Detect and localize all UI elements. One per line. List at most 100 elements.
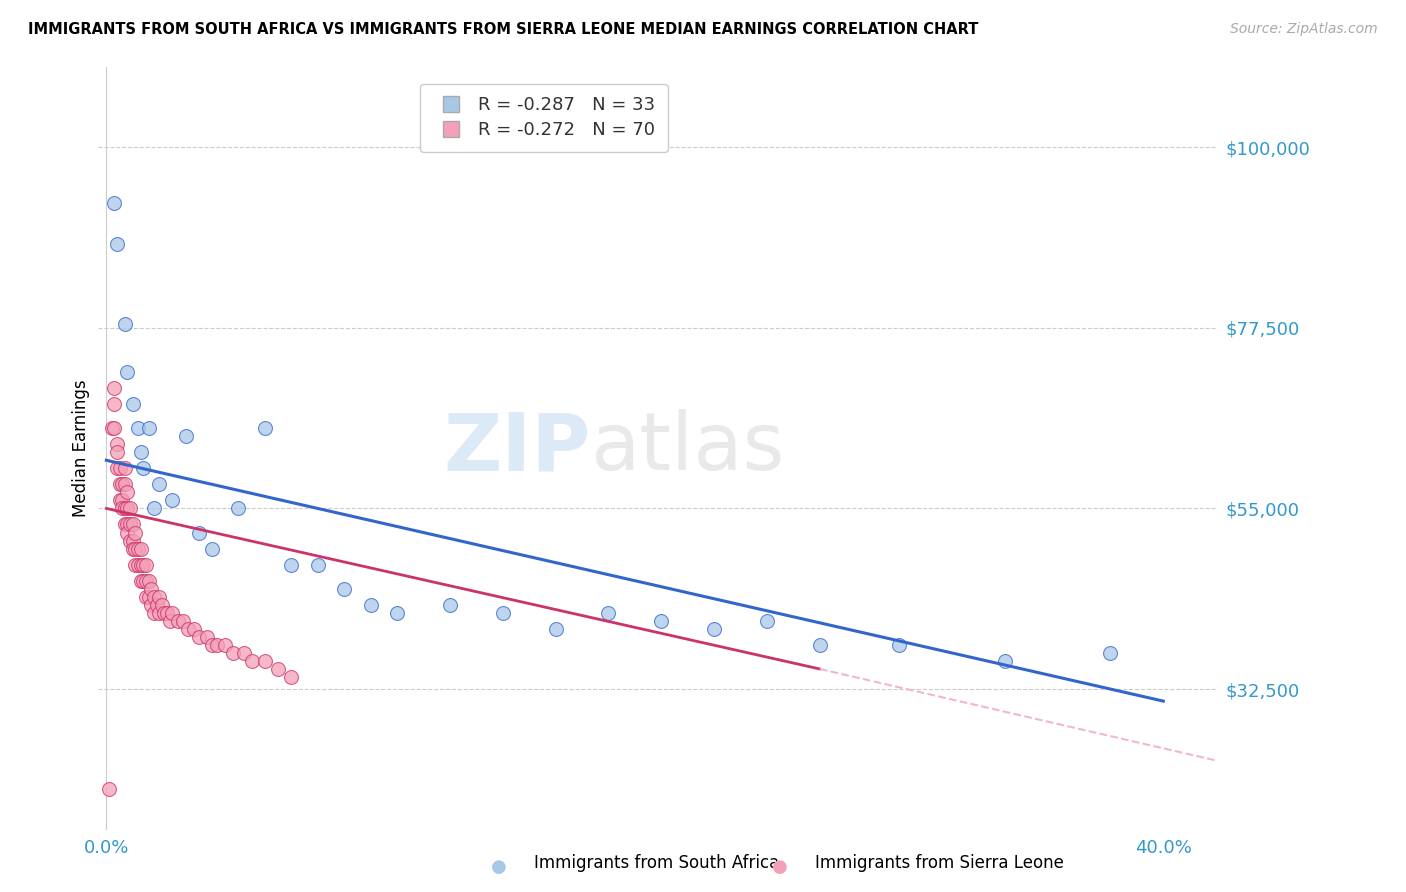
Point	[162, 493, 184, 508]
Point	[240, 654, 263, 668]
Text: ●: ●	[491, 858, 508, 876]
Point	[98, 782, 121, 797]
Point	[148, 477, 170, 491]
Point	[385, 606, 408, 620]
Legend: R = -0.287   N = 33, R = -0.272   N = 70: R = -0.287 N = 33, R = -0.272 N = 70	[420, 84, 668, 152]
Point	[117, 525, 139, 540]
Point	[127, 541, 149, 556]
Point	[142, 501, 165, 516]
Point	[492, 606, 515, 620]
Point	[135, 590, 157, 604]
Point	[650, 614, 672, 628]
Point	[108, 493, 131, 508]
Point	[156, 606, 179, 620]
Point	[138, 421, 160, 435]
Point	[114, 477, 136, 491]
Point	[183, 622, 205, 636]
Point	[253, 421, 276, 435]
Point	[132, 461, 155, 475]
Text: Immigrants from South Africa: Immigrants from South Africa	[534, 855, 779, 872]
Text: ●: ●	[772, 858, 789, 876]
Point	[121, 397, 143, 411]
Point	[174, 429, 197, 443]
Point	[177, 622, 200, 636]
Point	[117, 485, 139, 500]
Point	[207, 638, 229, 652]
Point	[141, 582, 163, 596]
Point	[114, 461, 136, 475]
Text: Source: ZipAtlas.com: Source: ZipAtlas.com	[1230, 22, 1378, 37]
Point	[114, 517, 136, 532]
Point	[111, 493, 134, 508]
Point	[148, 590, 170, 604]
Point	[105, 461, 128, 475]
Point	[166, 614, 188, 628]
Point	[111, 501, 134, 516]
Point	[307, 558, 329, 572]
Point	[129, 541, 152, 556]
Point	[887, 638, 910, 652]
Point	[280, 558, 302, 572]
Text: atlas: atlas	[591, 409, 785, 487]
Point	[103, 381, 125, 395]
Point	[267, 662, 290, 676]
Point	[135, 574, 157, 588]
Point	[111, 477, 134, 491]
Text: Immigrants from Sierra Leone: Immigrants from Sierra Leone	[815, 855, 1064, 872]
Point	[994, 654, 1017, 668]
Point	[132, 558, 155, 572]
Point	[253, 654, 276, 668]
Point	[138, 574, 160, 588]
Point	[360, 598, 382, 612]
Point	[138, 590, 160, 604]
Point	[150, 598, 173, 612]
Point	[103, 196, 125, 211]
Text: IMMIGRANTS FROM SOUTH AFRICA VS IMMIGRANTS FROM SIERRA LEONE MEDIAN EARNINGS COR: IMMIGRANTS FROM SOUTH AFRICA VS IMMIGRAN…	[28, 22, 979, 37]
Point	[120, 501, 142, 516]
Point	[103, 397, 125, 411]
Point	[121, 517, 143, 532]
Point	[232, 646, 254, 660]
Point	[280, 670, 302, 684]
Point	[333, 582, 356, 596]
Point	[195, 630, 218, 644]
Point	[439, 598, 461, 612]
Point	[222, 646, 245, 660]
Point	[598, 606, 620, 620]
Point	[108, 461, 131, 475]
Point	[153, 606, 176, 620]
Y-axis label: Median Earnings: Median Earnings	[72, 379, 90, 517]
Point	[114, 317, 136, 331]
Point	[121, 533, 143, 548]
Point	[129, 574, 152, 588]
Point	[172, 614, 194, 628]
Text: ZIP: ZIP	[443, 409, 591, 487]
Point	[142, 606, 165, 620]
Point	[108, 477, 131, 491]
Point	[127, 558, 149, 572]
Point	[127, 421, 149, 435]
Point	[1099, 646, 1122, 660]
Point	[544, 622, 567, 636]
Point	[132, 574, 155, 588]
Point	[117, 365, 139, 379]
Point	[120, 533, 142, 548]
Point	[124, 558, 146, 572]
Point	[124, 525, 146, 540]
Point	[755, 614, 778, 628]
Point	[129, 445, 152, 459]
Point	[114, 501, 136, 516]
Point	[703, 622, 725, 636]
Point	[117, 517, 139, 532]
Point	[124, 541, 146, 556]
Point	[228, 501, 250, 516]
Point	[142, 590, 165, 604]
Point	[159, 614, 181, 628]
Point	[187, 525, 209, 540]
Point	[105, 236, 128, 251]
Point	[100, 421, 122, 435]
Point	[148, 606, 170, 620]
Point	[103, 421, 125, 435]
Point	[808, 638, 831, 652]
Point	[201, 638, 224, 652]
